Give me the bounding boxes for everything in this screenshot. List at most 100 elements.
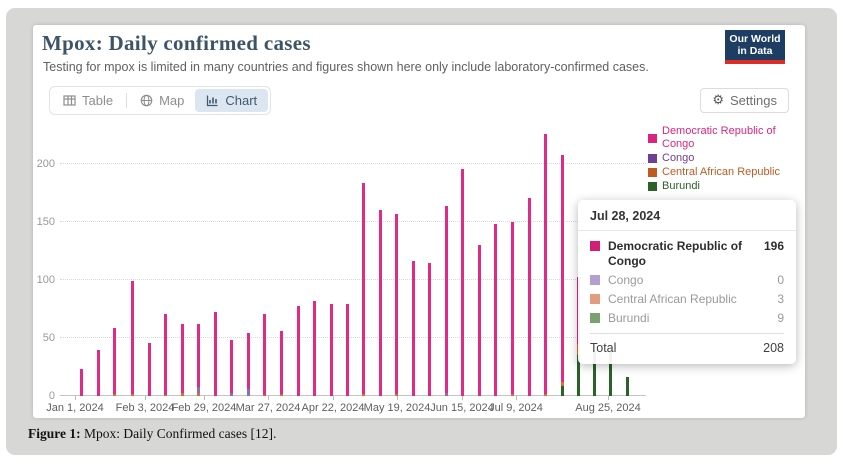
bar-segment-burundi[interactable] xyxy=(577,355,580,396)
bar-segment-drc[interactable] xyxy=(346,304,349,396)
tab-table[interactable]: Table xyxy=(52,89,124,112)
bar-segment-drc[interactable] xyxy=(148,342,151,396)
bar-segment-drc[interactable] xyxy=(494,224,497,396)
x-tick-mark xyxy=(75,396,76,400)
bar-segment-car[interactable] xyxy=(395,393,398,396)
x-axis-label: Jan 1, 2024 xyxy=(46,402,104,414)
bar-segment-drc[interactable] xyxy=(230,340,233,393)
bar-segment-burundi[interactable] xyxy=(626,377,629,396)
x-tick-mark xyxy=(397,396,398,400)
bar-segment-car[interactable] xyxy=(131,393,134,396)
bar-segment-congo[interactable] xyxy=(445,392,448,396)
tooltip-body: Democratic Republic of Congo 196 Congo 0 Cen… xyxy=(578,231,796,328)
bar-segment-drc[interactable] xyxy=(297,305,300,396)
bar-segment-car[interactable] xyxy=(181,392,184,396)
figure-caption: Figure 1: Mpox: Daily Confirmed cases [1… xyxy=(28,426,276,442)
bar-segment-drc[interactable] xyxy=(461,168,464,396)
tooltip-series-value: 3 xyxy=(777,292,784,306)
bar-segment-drc[interactable] xyxy=(511,221,514,394)
tooltip-swatch xyxy=(590,313,600,323)
tooltip-series-value: 9 xyxy=(777,311,784,325)
hover-tooltip: Jul 28, 2024 Democratic Republic of Cong… xyxy=(578,200,796,364)
bar-segment-car[interactable] xyxy=(197,392,200,396)
x-axis-label: Feb 3, 2024 xyxy=(115,402,175,414)
tooltip-series-label: Democratic Republic of Congo xyxy=(608,239,743,268)
bar-segment-drc[interactable] xyxy=(247,333,250,390)
bar-segment-car[interactable] xyxy=(362,393,365,396)
bar-segment-drc[interactable] xyxy=(362,182,365,394)
plot-area: 0 50 100 150 200 Jan 1, 2024 Feb 3, 2024 Feb 29… xyxy=(37,128,646,414)
bar-segment-car[interactable] xyxy=(544,393,547,396)
bar-segment-car[interactable] xyxy=(511,393,514,396)
globe-icon xyxy=(140,94,153,106)
bar-segment-congo[interactable] xyxy=(197,386,200,393)
bar-segment-drc[interactable] xyxy=(561,154,564,383)
bar-segment-drc[interactable] xyxy=(131,281,134,394)
tooltip-row: Burundi 9 xyxy=(578,309,796,328)
bar-segment-drc[interactable] xyxy=(478,245,481,396)
bar-segment-drc[interactable] xyxy=(544,133,547,394)
bar-segment-drc[interactable] xyxy=(428,262,431,396)
chart-subtitle: Testing for mpox is limited in many coun… xyxy=(43,60,649,74)
bar-segment-drc[interactable] xyxy=(395,213,398,394)
x-tick-mark xyxy=(204,396,205,400)
chart-title: Mpox: Daily confirmed cases xyxy=(42,31,311,55)
toolbar: Table Map Chart xyxy=(49,85,789,115)
x-axis-label: Feb 29, 2024 xyxy=(171,402,237,414)
bar-segment-drc[interactable] xyxy=(263,313,266,395)
x-axis-label: Jun 15, 2024 xyxy=(430,402,494,414)
bar-segment-car[interactable] xyxy=(164,394,167,396)
bar-segment-drc[interactable] xyxy=(97,349,100,396)
tooltip-swatch xyxy=(590,294,600,304)
bar-segment-drc[interactable] xyxy=(197,324,200,387)
legend-item[interactable]: Congo xyxy=(648,152,805,165)
bar-segment-car[interactable] xyxy=(113,393,116,396)
view-tabs: Table Map Chart xyxy=(49,85,272,115)
owid-logo[interactable]: Our World in Data xyxy=(725,30,785,64)
bar-segment-drc[interactable] xyxy=(330,304,333,396)
bar-segment-drc[interactable] xyxy=(379,210,382,396)
bar-segment-burundi[interactable] xyxy=(593,349,596,396)
tab-map[interactable]: Map xyxy=(129,89,195,112)
tooltip-row: Central African Republic 3 xyxy=(578,290,796,309)
chart-icon xyxy=(207,95,218,106)
legend-label: Burundi xyxy=(662,180,700,192)
settings-button[interactable]: ⚙ Settings xyxy=(700,87,789,113)
bar-segment-drc[interactable] xyxy=(164,313,167,395)
legend-label: Central African Republic xyxy=(662,166,781,178)
bar-segment-burundi[interactable] xyxy=(609,350,612,396)
tooltip-series-value: 196 xyxy=(763,239,784,253)
bar-segment-car[interactable] xyxy=(280,393,283,396)
bar-segment-car[interactable] xyxy=(561,382,564,386)
bar-segment-drc[interactable] xyxy=(280,331,283,394)
bar-segment-drc[interactable] xyxy=(412,261,415,396)
bar-segment-drc[interactable] xyxy=(181,324,184,393)
x-tick-mark xyxy=(145,396,146,400)
legend-swatch xyxy=(648,168,657,177)
settings-label: Settings xyxy=(730,92,777,108)
bar-segment-congo[interactable] xyxy=(230,392,233,396)
legend-label: Democratic Republic of Congo xyxy=(662,125,776,150)
bar-segment-drc[interactable] xyxy=(445,205,448,393)
legend-item[interactable]: Central African Republic xyxy=(648,166,805,179)
bar-segment-congo[interactable] xyxy=(247,389,250,396)
gridline-y0 xyxy=(60,395,646,396)
x-axis-label: Aug 25, 2024 xyxy=(575,402,641,414)
bar-segment-car[interactable] xyxy=(263,394,266,396)
legend-item[interactable]: Burundi xyxy=(648,180,805,193)
bar-segment-drc[interactable] xyxy=(528,197,531,396)
legend-label: Congo xyxy=(662,152,695,164)
bar-segment-drc[interactable] xyxy=(113,327,116,394)
tooltip-series-label: Congo xyxy=(608,273,644,287)
tooltip-total-label: Total xyxy=(590,341,617,355)
x-axis-label: Apr 22, 2024 xyxy=(301,402,365,414)
grapher-card: Mpox: Daily confirmed cases Testing for … xyxy=(33,25,805,418)
bar-segment-drc[interactable] xyxy=(214,312,217,396)
owid-logo-line1: Our World xyxy=(729,33,781,45)
bar-segment-drc[interactable] xyxy=(80,369,83,396)
legend-item[interactable]: Democratic Republic of Congo xyxy=(648,125,805,151)
bar-segment-drc[interactable] xyxy=(313,300,316,396)
bar-segment-burundi[interactable] xyxy=(561,385,564,396)
tab-chart[interactable]: Chart xyxy=(195,88,269,112)
legend-swatch xyxy=(648,182,657,191)
